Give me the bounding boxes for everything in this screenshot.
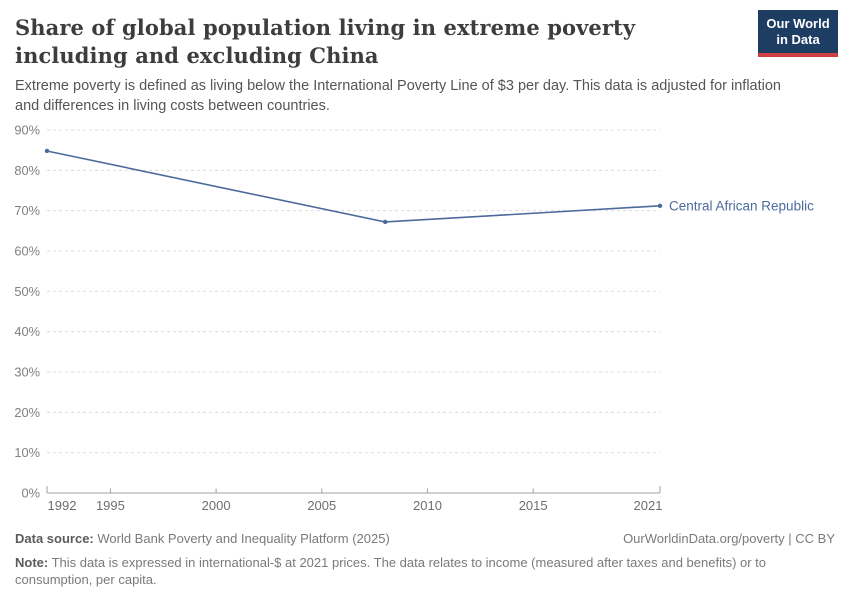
license-link[interactable]: OurWorldinData.org/poverty | CC BY	[623, 531, 835, 546]
x-axis-tick-label: 2015	[519, 498, 548, 513]
footnote-label: Note:	[15, 555, 49, 570]
owid-logo-line2: in Data	[776, 32, 820, 47]
footnote-value: This data is expressed in international-…	[15, 555, 767, 587]
x-axis-tick-label: 2000	[202, 498, 231, 513]
x-axis-tick-label: 2005	[307, 498, 336, 513]
data-source-value: World Bank Poverty and Inequality Platfo…	[93, 531, 390, 546]
series-line	[46, 150, 661, 223]
chart-subtitle: Extreme poverty is defined as living bel…	[15, 78, 781, 114]
line-chart: 0% 10% 20% 30% 40% 50% 60% 70% 80% 90% 1992 1995 200…	[14, 123, 814, 514]
chart-title: Share of global population living in ext…	[15, 15, 636, 68]
y-axis-tick-label: 60%	[14, 244, 40, 259]
y-axis-tick-label: 40%	[14, 324, 40, 339]
y-axis-tick-label: 10%	[14, 445, 40, 460]
data-point-marker	[383, 219, 388, 225]
data-point-marker	[657, 203, 663, 209]
y-axis-tick-label: 0%	[22, 486, 41, 501]
footer: Data source: World Bank Poverty and Ineq…	[15, 531, 835, 588]
y-axis-tick-label: 80%	[14, 163, 40, 178]
data-source-label: Data source:	[15, 531, 94, 546]
y-axis-tick-label: 90%	[14, 123, 40, 138]
x-axis-tick-label: 1995	[96, 498, 125, 513]
footnote: Note: This data is expressed in internat…	[15, 554, 771, 588]
x-axis-tick-label: 2021	[634, 498, 663, 513]
x-axis-tick-label: 1992	[48, 498, 77, 513]
y-axis-tick-label: 20%	[14, 405, 40, 420]
data-point-marker	[44, 148, 50, 154]
y-axis-tick-label: 30%	[14, 365, 40, 380]
y-axis-tick-label: 50%	[14, 284, 40, 299]
owid-logo[interactable]: Our World in Data	[758, 10, 838, 57]
chart-area: 0% 10% 20% 30% 40% 50% 60% 70% 80% 90% 1992 1995 200…	[0, 113, 850, 518]
data-source-text: Data source: World Bank Poverty and Ineq…	[15, 531, 390, 546]
series-entity-label: Central African Republic	[669, 198, 814, 213]
owid-logo-line1: Our World	[766, 16, 830, 31]
x-axis-tick-label: 2010	[413, 498, 442, 513]
y-axis-tick-label: 70%	[14, 203, 40, 218]
